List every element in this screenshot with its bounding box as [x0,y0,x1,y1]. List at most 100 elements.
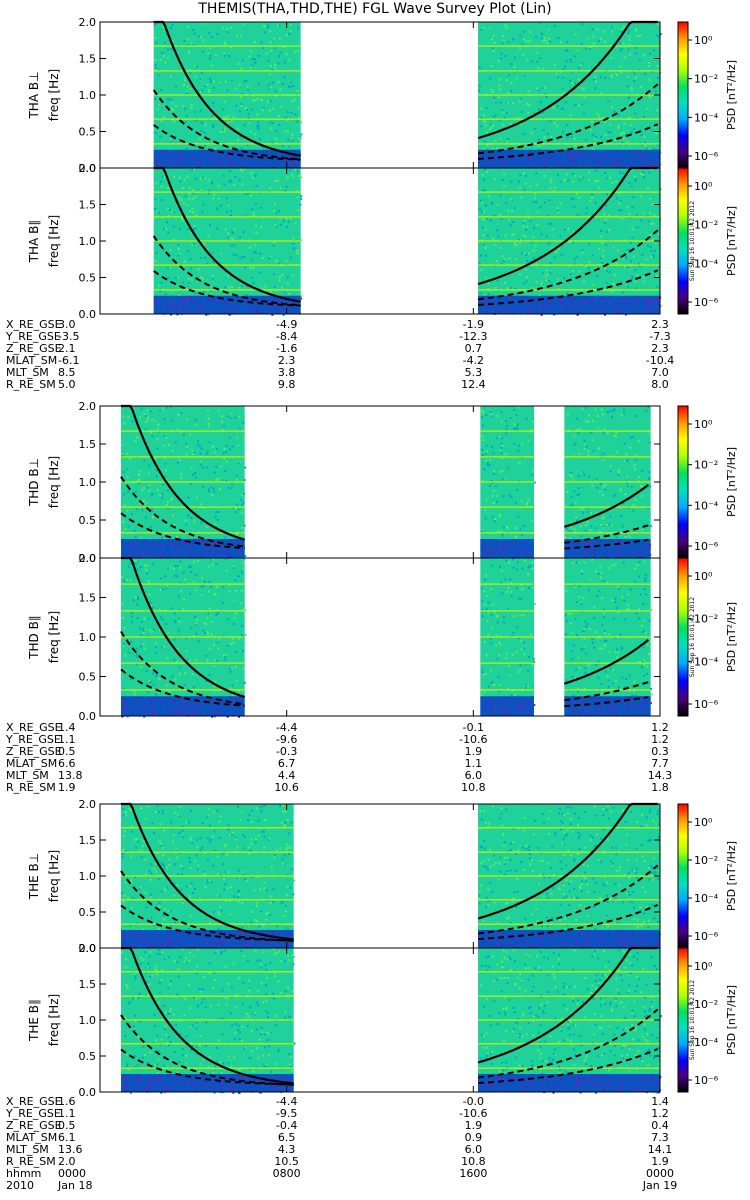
noise-pixel [574,812,577,815]
noise-pixel [490,614,493,617]
noise-pixel [578,848,581,851]
noise-pixel [499,194,502,197]
noise-pixel [636,226,639,229]
noise-pixel [282,862,285,865]
noise-pixel [161,473,164,476]
noise-pixel [170,140,173,143]
noise-pixel [139,886,142,889]
ephemeris-value: -3.5 [58,330,79,343]
noise-pixel [526,226,529,229]
noise-pixel [264,296,267,299]
noise-pixel [171,24,174,27]
noise-pixel [639,86,642,89]
noise-pixel [583,112,586,115]
noise-pixel [586,937,589,940]
noise-pixel [122,848,125,851]
noise-pixel [135,662,138,665]
noise-pixel [212,811,215,814]
noise-pixel [483,590,486,593]
noise-pixel [273,854,276,857]
noise-pixel [598,696,601,699]
noise-pixel [269,29,272,32]
noise-pixel [220,952,223,955]
noise-pixel [261,257,264,260]
noise-pixel [212,260,215,263]
noise-pixel [576,690,579,693]
noise-pixel [630,241,633,244]
noise-pixel [635,612,638,615]
noise-pixel [574,33,577,36]
noise-pixel [230,120,233,123]
noise-pixel [136,479,139,482]
noise-pixel [602,883,605,886]
noise-pixel [523,30,526,33]
noise-pixel [619,307,622,310]
noise-pixel [519,668,522,671]
noise-pixel [238,933,241,936]
noise-pixel [585,420,588,423]
noise-pixel [229,26,232,29]
noise-pixel [658,35,661,38]
noise-pixel [170,827,173,830]
noise-pixel [188,52,191,55]
noise-pixel [226,31,229,34]
noise-pixel [482,178,485,181]
noise-pixel [228,313,231,316]
noise-pixel [194,670,197,673]
noise-pixel [253,251,256,254]
noise-pixel [230,416,233,419]
noise-pixel [504,657,507,660]
noise-pixel [203,580,206,583]
noise-pixel [562,107,565,110]
noise-pixel [122,687,125,690]
noise-pixel [169,305,172,308]
noise-pixel [630,185,633,188]
noise-pixel [196,306,199,309]
noise-pixel [531,913,534,916]
noise-pixel [640,624,643,627]
noise-pixel [531,561,534,564]
noise-pixel [567,156,570,159]
noise-pixel [592,905,595,908]
noise-pixel [513,207,516,210]
noise-pixel [576,154,579,157]
noise-pixel [499,137,502,140]
gyrofrequency-curve [477,166,658,286]
noise-pixel [143,548,146,551]
noise-pixel [602,116,605,119]
noise-pixel [243,256,246,259]
noise-pixel [641,666,644,669]
noise-pixel [594,80,597,83]
noise-pixel [493,41,496,44]
noise-pixel [202,203,205,206]
noise-pixel [158,494,161,497]
noise-pixel [500,309,503,312]
noise-pixel [179,566,182,569]
noise-pixel [230,642,233,645]
noise-pixel [537,846,540,849]
noise-pixel [195,589,198,592]
noise-pixel [546,214,549,217]
noise-pixel [524,939,527,942]
noise-pixel [211,563,214,566]
noise-pixel [181,186,184,189]
noise-pixel [535,908,538,911]
noise-pixel [161,536,164,539]
noise-pixel [166,207,169,210]
noise-pixel [190,467,193,470]
noise-pixel [198,539,201,542]
noise-pixel [163,418,166,421]
noise-pixel [509,286,512,289]
noise-pixel [507,41,510,44]
noise-pixel [603,533,606,536]
noise-pixel [493,308,496,311]
noise-pixel [289,168,292,171]
noise-pixel [208,647,211,650]
noise-pixel [600,860,603,863]
noise-pixel [608,699,611,702]
noise-pixel [550,934,553,937]
noise-pixel [509,674,512,677]
noise-pixel [252,99,255,102]
noise-pixel [590,512,593,515]
noise-pixel [516,625,519,628]
